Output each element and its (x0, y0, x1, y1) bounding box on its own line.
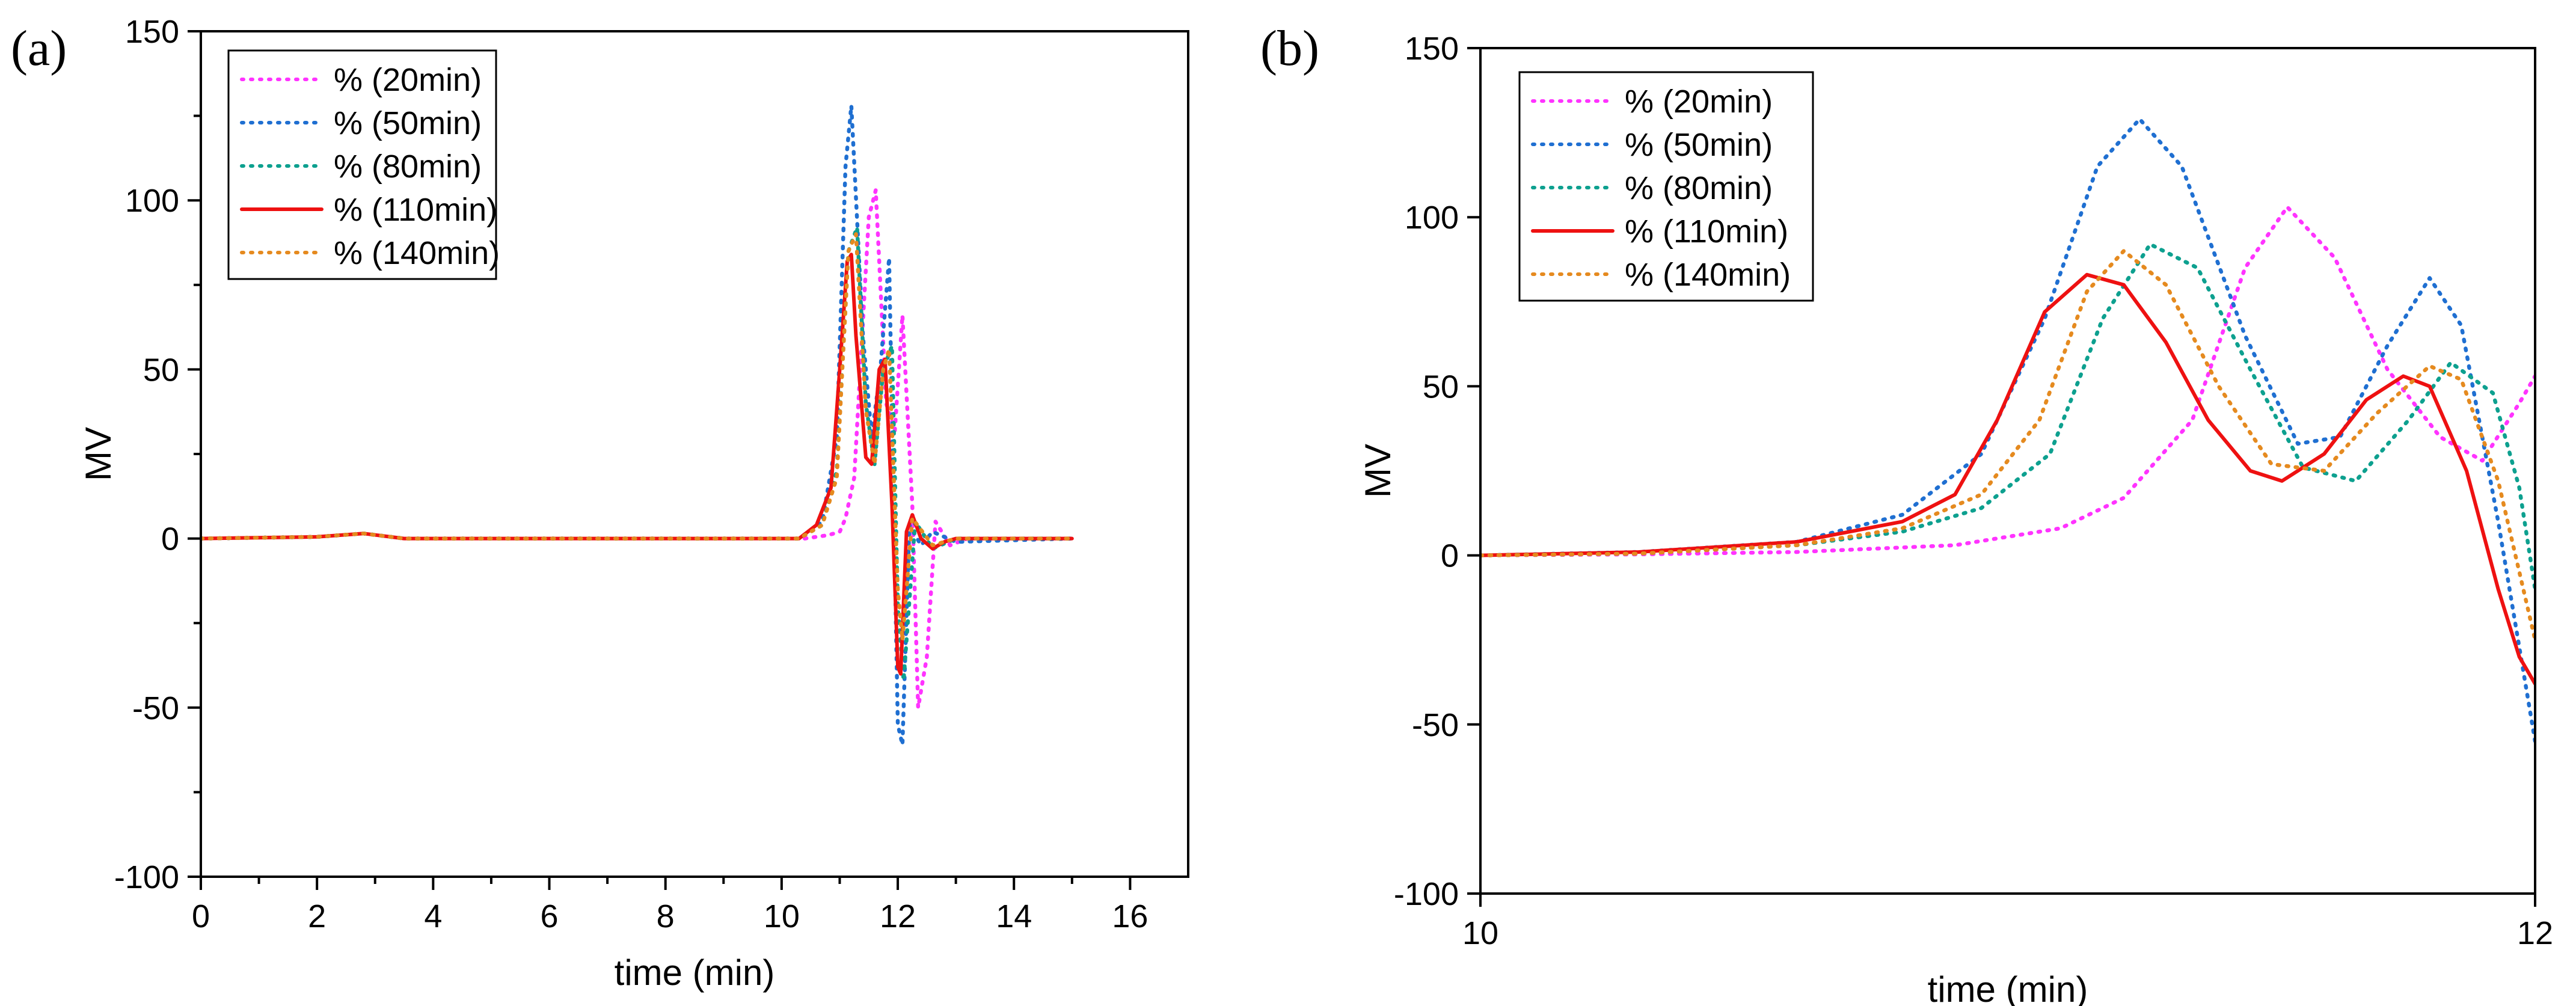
y-tick-label: -100 (114, 859, 179, 895)
y-tick-label: -100 (1394, 876, 1459, 912)
series-line-80min (201, 225, 1075, 683)
legend-label: % (110min) (334, 192, 497, 228)
x-tick-label: 2 (308, 898, 326, 934)
x-tick-label: 8 (657, 898, 675, 934)
series-line-140min (1480, 249, 2535, 642)
legend-label: % (20min) (334, 62, 482, 98)
legend-label: % (50min) (334, 105, 482, 141)
legend-label: % (110min) (1625, 213, 1788, 250)
y-axis-label: MV (1358, 444, 1398, 498)
panel-letter: (b) (1260, 20, 1319, 76)
x-tick-label: 0 (192, 898, 210, 934)
x-tick-label: 10 (1462, 915, 1498, 951)
x-tick-label: 12 (880, 898, 916, 934)
series-line-140min (201, 232, 1075, 642)
legend-label: % (140min) (334, 235, 500, 271)
y-tick-label: -50 (1412, 707, 1459, 743)
legend-label: % (140min) (1625, 257, 1791, 293)
y-tick-label: 100 (125, 183, 179, 219)
y-tick-label: 0 (161, 521, 179, 557)
x-tick-label: 14 (996, 898, 1032, 934)
y-tick-label: 50 (1423, 369, 1459, 405)
y-tick-label: -50 (132, 690, 179, 726)
series-line-110min (1480, 272, 2535, 686)
y-tick-label: 150 (125, 14, 179, 50)
y-tick-label: 100 (1405, 200, 1459, 236)
legend-label: % (80min) (1625, 170, 1773, 206)
series-line-20min (1480, 205, 2535, 557)
x-axis-label: time (min) (615, 952, 775, 993)
legend: % (20min) % (50min) % (80min) % (110min) % (… (227, 49, 500, 280)
legend-label: % (20min) (1625, 84, 1773, 120)
series-line-80min (1480, 242, 2535, 592)
legend: % (20min) % (50min) % (80min) % (110min) % (… (1518, 71, 1814, 302)
series-group (201, 103, 1075, 747)
chart-panel-0: (a) 0 2 4 6 8 10 12 14 16 -100 -50 0 50 100 150 time (mi… (11, 14, 1189, 993)
legend-label: % (80min) (334, 149, 482, 185)
chart-panel-1: (b) 10 12 -100 -50 0 50 100 150 time (min) MV % (20… (1260, 20, 2553, 1006)
y-tick-label: 50 (143, 352, 179, 388)
series-group (1480, 117, 2535, 744)
plot-frame (1479, 47, 2536, 895)
panel-letter: (a) (11, 20, 67, 76)
y-tick-label: 0 (1441, 538, 1459, 574)
x-tick-label: 6 (541, 898, 559, 934)
series-line-50min (1480, 117, 2535, 744)
x-tick-label: 12 (2517, 915, 2553, 951)
x-tick-label: 4 (424, 898, 442, 934)
y-axis-label: MV (78, 427, 118, 481)
series-line-110min (201, 253, 1074, 676)
x-axis-label: time (min) (1928, 969, 2088, 1006)
x-tick-label: 10 (764, 898, 800, 934)
legend-label: % (50min) (1625, 127, 1773, 163)
legend-box (227, 49, 497, 280)
y-tick-label: 150 (1405, 31, 1459, 67)
x-tick-label: 16 (1112, 898, 1148, 934)
